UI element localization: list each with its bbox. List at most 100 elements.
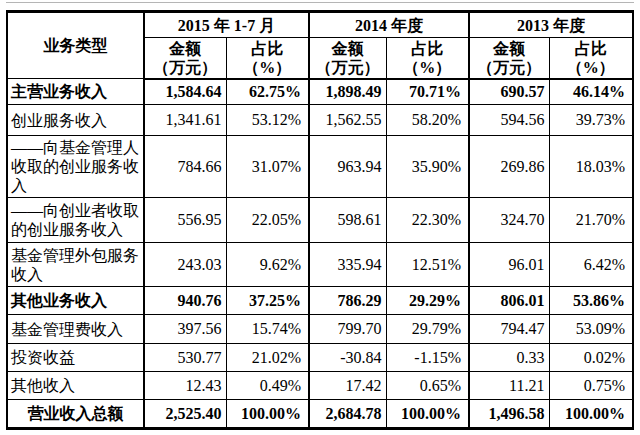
amount-cell: 786.29 bbox=[309, 287, 386, 315]
col-header-pct-2013: 占比 （%） bbox=[549, 38, 633, 79]
amount-cell: 2,684.78 bbox=[309, 400, 386, 429]
table-row: 营业收入总额2,525.40100.00%2,684.78100.00%1,49… bbox=[7, 400, 633, 429]
col-header-pct-2014: 占比 （%） bbox=[386, 38, 469, 79]
pct-label: 占比 bbox=[550, 39, 633, 58]
table-row: 投资收益530.7721.02%-30.84-1.15%0.330.02% bbox=[7, 344, 633, 372]
row-label: 主营业务收入 bbox=[7, 79, 144, 105]
table-row: ——向基金管理人收取的创业服务收入784.6631.07%963.9435.90… bbox=[7, 136, 633, 198]
amount-cell: 1,341.61 bbox=[144, 105, 226, 136]
row-label: 营业收入总额 bbox=[7, 400, 144, 429]
col-header-amount-2014: 金额 （万元） bbox=[309, 38, 386, 79]
amount-cell: 556.95 bbox=[144, 198, 226, 243]
pct-cell: 0.75% bbox=[549, 372, 633, 400]
pct-cell: 0.65% bbox=[386, 372, 469, 400]
amount-cell: 335.94 bbox=[309, 243, 386, 287]
pct-cell: 100.00% bbox=[386, 400, 469, 429]
pct-cell: 53.86% bbox=[549, 287, 633, 315]
pct-cell: 21.70% bbox=[549, 198, 633, 243]
pct-cell: 70.71% bbox=[386, 79, 469, 105]
col-group-2013: 2013 年度 bbox=[469, 12, 633, 38]
amount-cell: 1,898.49 bbox=[309, 79, 386, 105]
amount-cell: 530.77 bbox=[144, 344, 226, 372]
pct-cell: 100.00% bbox=[549, 400, 633, 429]
row-label: 创业服务收入 bbox=[7, 105, 144, 136]
pct-label: 占比 bbox=[387, 39, 469, 58]
col-group-2014: 2014 年度 bbox=[309, 12, 469, 38]
amount-cell: 799.70 bbox=[309, 315, 386, 344]
page-top-rule bbox=[6, 2, 634, 3]
amount-unit: （万元） bbox=[145, 58, 226, 77]
pct-cell: 0.49% bbox=[226, 372, 309, 400]
amount-cell: 96.01 bbox=[469, 243, 549, 287]
table-row: 主营业务收入1,584.6462.75%1,898.4970.71%690.57… bbox=[7, 79, 633, 105]
pct-cell: 29.29% bbox=[386, 287, 469, 315]
col-header-amount-2015: 金额 （万元） bbox=[144, 38, 226, 79]
amount-cell: 0.33 bbox=[469, 344, 549, 372]
table-row: 其他业务收入940.7637.25%786.2929.29%806.0153.8… bbox=[7, 287, 633, 315]
col-header-business-type: 业务类型 bbox=[7, 12, 144, 79]
row-label: 基金管理费收入 bbox=[7, 315, 144, 344]
amount-unit: （万元） bbox=[470, 58, 549, 77]
amount-cell: 397.56 bbox=[144, 315, 226, 344]
amount-label: 金额 bbox=[470, 39, 549, 58]
amount-cell: 940.76 bbox=[144, 287, 226, 315]
table-row: 基金管理外包服务收入243.039.62%335.9412.51%96.016.… bbox=[7, 243, 633, 287]
table-row: 其他收入12.430.49%17.420.65%11.210.75% bbox=[7, 372, 633, 400]
amount-cell: 598.61 bbox=[309, 198, 386, 243]
row-label: 其他收入 bbox=[7, 372, 144, 400]
pct-cell: 29.79% bbox=[386, 315, 469, 344]
col-group-2015: 2015 年 1-7 月 bbox=[144, 12, 309, 38]
amount-cell: 784.66 bbox=[144, 136, 226, 198]
col-header-pct-2015: 占比 （%） bbox=[226, 38, 309, 79]
pct-cell: 35.90% bbox=[386, 136, 469, 198]
amount-cell: 243.03 bbox=[144, 243, 226, 287]
amount-label: 金额 bbox=[310, 39, 386, 58]
row-label: 其他业务收入 bbox=[7, 287, 144, 315]
pct-cell: 9.62% bbox=[226, 243, 309, 287]
row-label: ——向创业者收取的创业服务收入 bbox=[7, 198, 144, 243]
amount-cell: 794.47 bbox=[469, 315, 549, 344]
amount-cell: 963.94 bbox=[309, 136, 386, 198]
pct-cell: 46.14% bbox=[549, 79, 633, 105]
table-row: ——向创业者收取的创业服务收入556.9522.05%598.6122.30%3… bbox=[7, 198, 633, 243]
document-page: 业务类型 2015 年 1-7 月 2014 年度 2013 年度 金额 （万元… bbox=[0, 0, 640, 435]
amount-label: 金额 bbox=[145, 39, 226, 58]
amount-cell: 806.01 bbox=[469, 287, 549, 315]
amount-cell: 1,496.58 bbox=[469, 400, 549, 429]
amount-cell: 1,584.64 bbox=[144, 79, 226, 105]
pct-cell: 53.09% bbox=[549, 315, 633, 344]
pct-unit: （%） bbox=[227, 58, 309, 77]
col-header-amount-2013: 金额 （万元） bbox=[469, 38, 549, 79]
pct-cell: 22.30% bbox=[386, 198, 469, 243]
amount-cell: 1,562.55 bbox=[309, 105, 386, 136]
pct-cell: 22.05% bbox=[226, 198, 309, 243]
amount-cell: 11.21 bbox=[469, 372, 549, 400]
table-body: 主营业务收入1,584.6462.75%1,898.4970.71%690.57… bbox=[7, 79, 633, 429]
amount-unit: （万元） bbox=[310, 58, 386, 77]
revenue-table: 业务类型 2015 年 1-7 月 2014 年度 2013 年度 金额 （万元… bbox=[6, 10, 634, 430]
amount-cell: 594.56 bbox=[469, 105, 549, 136]
table-row: 基金管理费收入397.5615.74%799.7029.79%794.4753.… bbox=[7, 315, 633, 344]
amount-cell: 17.42 bbox=[309, 372, 386, 400]
period-header-row: 业务类型 2015 年 1-7 月 2014 年度 2013 年度 bbox=[7, 12, 633, 38]
pct-unit: （%） bbox=[550, 58, 633, 77]
amount-cell: 690.57 bbox=[469, 79, 549, 105]
pct-label: 占比 bbox=[227, 39, 309, 58]
pct-cell: 39.73% bbox=[549, 105, 633, 136]
amount-cell: 269.86 bbox=[469, 136, 549, 198]
amount-cell: 2,525.40 bbox=[144, 400, 226, 429]
pct-cell: 53.12% bbox=[226, 105, 309, 136]
pct-cell: 15.74% bbox=[226, 315, 309, 344]
pct-cell: 37.25% bbox=[226, 287, 309, 315]
pct-cell: -1.15% bbox=[386, 344, 469, 372]
pct-cell: 6.42% bbox=[549, 243, 633, 287]
pct-cell: 21.02% bbox=[226, 344, 309, 372]
amount-cell: -30.84 bbox=[309, 344, 386, 372]
pct-cell: 0.02% bbox=[549, 344, 633, 372]
pct-cell: 31.07% bbox=[226, 136, 309, 198]
amount-cell: 12.43 bbox=[144, 372, 226, 400]
pct-cell: 18.03% bbox=[549, 136, 633, 198]
pct-unit: （%） bbox=[387, 58, 469, 77]
pct-cell: 12.51% bbox=[386, 243, 469, 287]
pct-cell: 100.00% bbox=[226, 400, 309, 429]
